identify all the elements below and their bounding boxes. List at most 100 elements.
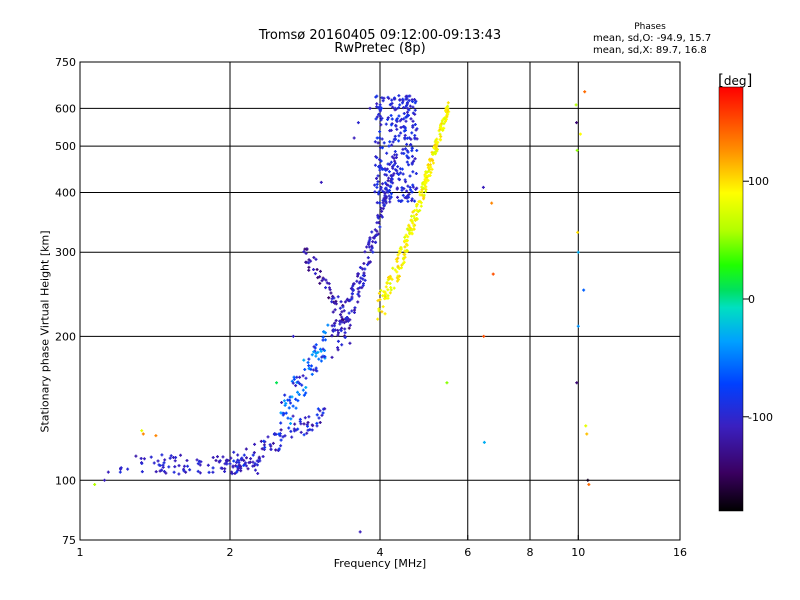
data-point (290, 395, 294, 399)
data-point (242, 463, 246, 467)
data-point (304, 260, 308, 264)
data-point (234, 464, 238, 468)
data-point (396, 195, 400, 199)
data-point (327, 282, 331, 286)
data-point (378, 109, 382, 113)
data-point (389, 184, 393, 188)
data-point (336, 328, 340, 332)
data-point (410, 190, 414, 194)
data-point (397, 172, 401, 176)
data-point (414, 172, 418, 176)
data-point (576, 250, 580, 254)
data-point (363, 278, 367, 282)
data-point (331, 310, 335, 314)
data-point (375, 185, 379, 189)
data-point (294, 397, 298, 401)
data-point (411, 124, 415, 128)
data-point (358, 530, 362, 534)
data-point (298, 417, 302, 421)
data-point (415, 137, 419, 141)
data-point (232, 450, 236, 454)
data-point (419, 204, 423, 208)
x-tick-label: 6 (464, 546, 471, 559)
data-point (317, 416, 321, 420)
data-point (402, 111, 406, 115)
data-point (393, 159, 397, 163)
data-point (422, 197, 426, 201)
data-point (407, 223, 411, 227)
data-point (415, 203, 419, 207)
data-point (381, 99, 385, 103)
data-point (378, 105, 382, 109)
data-point (345, 316, 349, 320)
data-point (383, 290, 387, 294)
data-point (276, 449, 280, 453)
data-point (386, 116, 390, 120)
data-point (413, 157, 417, 161)
data-point (410, 218, 414, 222)
data-point (402, 252, 406, 256)
data-point (284, 411, 288, 415)
data-point (481, 185, 485, 189)
data-point (401, 97, 405, 101)
data-point (379, 185, 383, 189)
data-point (371, 250, 375, 254)
data-point (118, 470, 122, 474)
data-point (414, 218, 418, 222)
data-point (366, 256, 370, 260)
data-point (256, 459, 260, 463)
data-point (184, 470, 188, 474)
data-point (251, 460, 255, 464)
data-point (334, 319, 338, 323)
data-point (303, 416, 307, 420)
data-point (361, 267, 365, 271)
data-point (357, 290, 361, 294)
data-point (407, 195, 411, 199)
data-point (381, 305, 385, 309)
data-point (376, 214, 380, 218)
data-point (229, 456, 233, 460)
data-point (223, 467, 227, 471)
data-point (387, 176, 391, 180)
data-point (367, 261, 371, 265)
data-point (286, 416, 290, 420)
data-point (279, 444, 283, 448)
data-point (279, 421, 283, 425)
data-point (347, 311, 351, 315)
data-point (380, 137, 384, 141)
data-point (318, 409, 322, 413)
data-point (221, 455, 225, 459)
data-point (351, 292, 355, 296)
data-point (441, 128, 445, 132)
colorbar-ticks: 100 0 -100 (743, 175, 773, 424)
data-point (376, 174, 380, 178)
data-point (407, 156, 411, 160)
data-point (261, 455, 265, 459)
data-point (256, 471, 260, 475)
data-point (426, 178, 430, 182)
data-point (211, 455, 215, 459)
data-point (394, 155, 398, 159)
data-point (298, 382, 302, 386)
data-point (407, 163, 411, 167)
data-point (389, 180, 393, 184)
data-point (445, 114, 449, 118)
data-point (331, 294, 335, 298)
data-point (340, 310, 344, 314)
data-point (315, 421, 319, 425)
data-point (382, 141, 386, 145)
data-point (235, 465, 239, 469)
data-point (408, 188, 412, 192)
data-point (379, 123, 383, 127)
data-point (141, 432, 145, 436)
data-point (338, 322, 342, 326)
data-point (331, 328, 335, 332)
data-point (406, 150, 410, 154)
data-point (376, 232, 380, 236)
data-point (291, 414, 295, 418)
data-point (233, 472, 237, 476)
data-point (312, 268, 316, 272)
data-point (387, 170, 391, 174)
data-point (239, 464, 243, 468)
data-point (420, 188, 424, 192)
